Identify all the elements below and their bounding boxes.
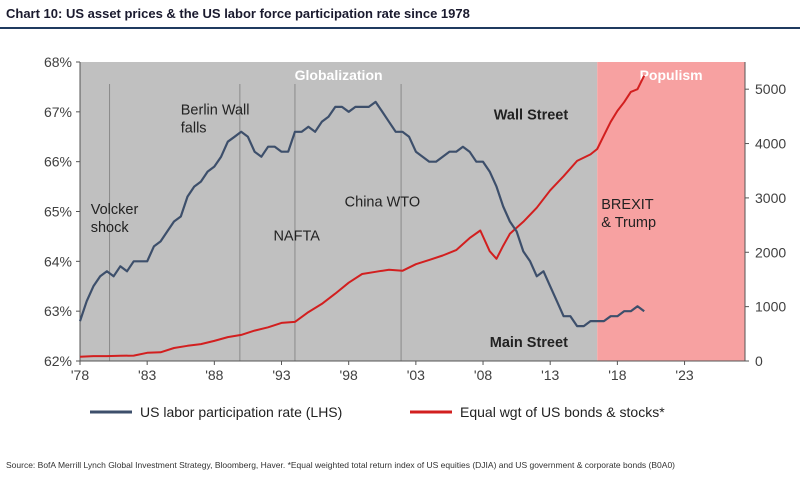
- left-tick-label: 68%: [44, 54, 72, 70]
- series-line-labor-participation: [78, 100, 645, 328]
- annotation-line: Berlin Wall: [181, 102, 250, 118]
- annotation-line: Main Street: [490, 335, 568, 351]
- right-tick-label: 4000: [755, 136, 786, 152]
- x-tick-label: '78: [71, 367, 89, 383]
- annotation-line: falls: [181, 120, 207, 136]
- x-tick-label: '18: [608, 367, 626, 383]
- right-tick-label: 5000: [755, 81, 786, 97]
- annotation-line: Wall Street: [494, 107, 569, 123]
- globalization-region: [80, 62, 598, 361]
- left-tick-label: 62%: [44, 353, 72, 369]
- region-label-populism: Populism: [640, 67, 703, 83]
- annotation-label: China WTO: [345, 195, 420, 211]
- right-tick-label: 1000: [755, 299, 786, 315]
- x-tick-label: '83: [138, 367, 156, 383]
- populism-region: [597, 62, 745, 361]
- right-tick-label: 2000: [755, 244, 786, 260]
- source-note: Source: BofA Merrill Lynch Global Invest…: [6, 460, 676, 470]
- legend-label-assets: Equal wgt of US bonds & stocks*: [460, 404, 665, 420]
- right-tick-label: 3000: [755, 190, 786, 206]
- annotation-label: BREXIT & Trump: [601, 197, 656, 231]
- annotation-line: China WTO: [345, 195, 420, 211]
- x-tick-label: '88: [205, 367, 223, 383]
- series-line-assets: [79, 75, 646, 358]
- left-tick-label: 63%: [44, 303, 72, 319]
- left-tick-label: 64%: [44, 253, 72, 269]
- x-tick-label: '98: [340, 367, 358, 383]
- annotation-label: Berlin Wall falls: [181, 102, 250, 136]
- region-label-globalization: Globalization: [295, 67, 383, 83]
- legend-label-labor: US labor participation rate (LHS): [140, 404, 342, 420]
- title-rule: [0, 27, 800, 29]
- annotation-label: Wall Street: [494, 107, 569, 123]
- annotation-line: BREXIT: [601, 197, 654, 213]
- left-tick-label: 67%: [44, 104, 72, 120]
- x-tick-label: '13: [541, 367, 559, 383]
- chart-title: Chart 10: US asset prices & the US labor…: [6, 6, 470, 21]
- annotation-label: Volcker shock: [91, 202, 139, 236]
- x-tick-label: '23: [675, 367, 693, 383]
- x-tick-label: '93: [272, 367, 290, 383]
- annotation-line: Volcker: [91, 202, 139, 218]
- annotation-line: NAFTA: [273, 228, 320, 244]
- x-tick-label: '08: [474, 367, 492, 383]
- right-tick-label: 0: [755, 353, 763, 369]
- annotation-line: & Trump: [601, 215, 656, 231]
- annotation-label: NAFTA: [273, 228, 320, 244]
- left-tick-label: 65%: [44, 204, 72, 220]
- left-tick-label: 66%: [44, 154, 72, 170]
- x-tick-label: '03: [407, 367, 425, 383]
- annotation-label: Main Street: [490, 335, 568, 351]
- chart-canvas: Globalization Populism 62% 63% 64% 65% 66% 67% 6…: [44, 54, 786, 420]
- annotation-line: shock: [91, 220, 130, 236]
